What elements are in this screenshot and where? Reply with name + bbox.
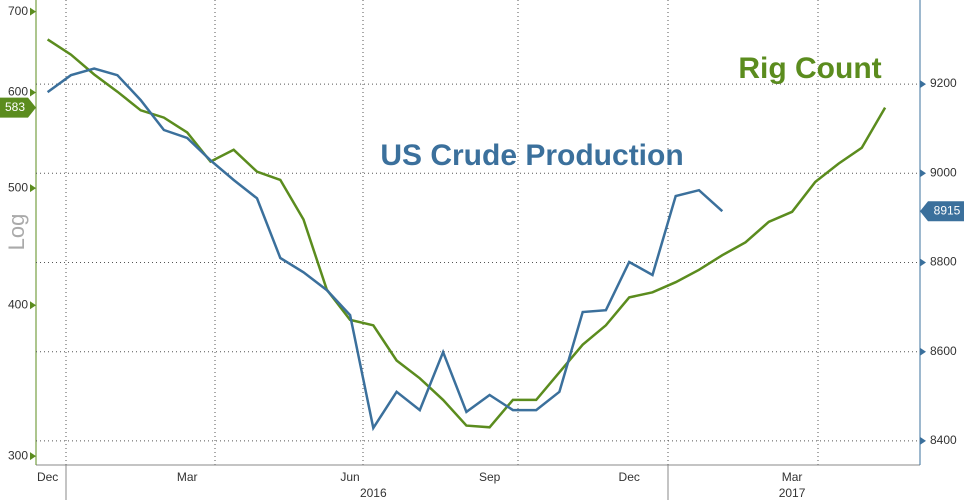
- y-tick-label: 600: [8, 85, 28, 99]
- x-tick-label: Jun: [340, 470, 359, 484]
- x-year-label: 2016: [360, 486, 387, 500]
- y2-tick: [920, 436, 926, 445]
- y-tick: [30, 88, 36, 97]
- series-line: [46, 38, 887, 429]
- last-value-tag: [0, 97, 36, 118]
- y-tick: [30, 452, 36, 461]
- series-line: [46, 67, 724, 432]
- x-tick-label: Sep: [479, 470, 501, 484]
- legend-rig: Rig Count: [738, 52, 881, 85]
- y2-tick: [920, 169, 926, 178]
- last-value-label: 583: [5, 100, 25, 114]
- y2-tick: [920, 258, 926, 267]
- y-tick: [30, 7, 36, 16]
- last-value-tag: [920, 201, 964, 222]
- y2-tick: [920, 347, 926, 356]
- y-tick: [30, 184, 36, 193]
- y2-tick-label: 8600: [930, 344, 957, 358]
- y-tick-label: 500: [8, 180, 28, 194]
- y2-tick: [920, 80, 926, 89]
- y2-tick-label: 8800: [930, 255, 957, 269]
- y2-tick-label: 8400: [930, 433, 957, 447]
- x-year-label: 2017: [779, 486, 806, 500]
- y-tick-label: 300: [8, 448, 28, 462]
- y-axis-label: Log: [4, 214, 29, 251]
- x-tick-label: Dec: [619, 470, 640, 484]
- quarter-grid: [65, 0, 819, 465]
- y-tick-label: 400: [8, 297, 28, 311]
- legend-crude: US Crude Production: [380, 139, 683, 172]
- x-tick-label: Dec: [37, 470, 58, 484]
- y2-tick-label: 9000: [930, 165, 957, 179]
- x-tick-label: Mar: [782, 470, 803, 484]
- y-tick: [30, 301, 36, 310]
- y2-tick-label: 9200: [930, 76, 957, 90]
- x-tick-label: Mar: [177, 470, 198, 484]
- y-tick-label: 700: [8, 4, 28, 18]
- last-value-label: 8915: [934, 203, 961, 217]
